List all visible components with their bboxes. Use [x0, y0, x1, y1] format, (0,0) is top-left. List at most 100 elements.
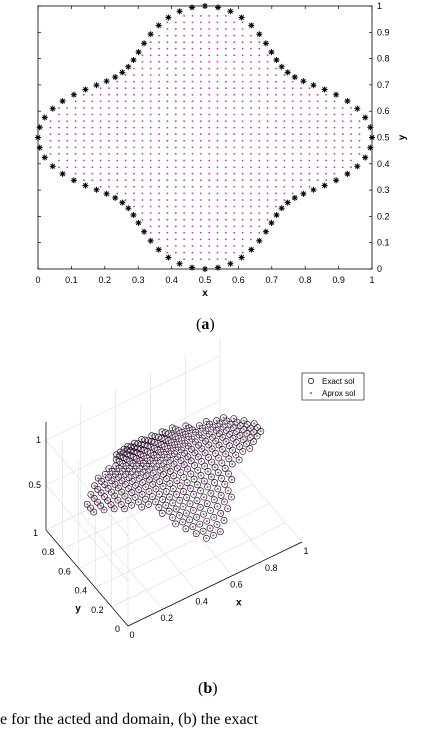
exact-point: [184, 453, 192, 461]
interior-point: [333, 159, 336, 162]
exact-point: [221, 464, 229, 472]
interior-point: [308, 153, 311, 155]
exact-point: [200, 510, 207, 518]
interior-point: [66, 146, 69, 149]
interior-point: [183, 87, 186, 90]
interior-point: [158, 100, 161, 103]
exact-point: [209, 532, 217, 539]
interior-point: [208, 245, 211, 247]
interior-point: [116, 113, 119, 116]
interior-point: [225, 100, 227, 103]
interior-point: [241, 225, 244, 228]
interior-point: [283, 80, 286, 83]
interior-point: [216, 218, 219, 221]
interior-point: [333, 113, 336, 116]
approx-point: [127, 487, 130, 490]
approx-point: [138, 477, 141, 480]
interior-point: [166, 192, 169, 195]
interior-point: [149, 185, 152, 188]
exact-point: [220, 498, 228, 506]
approx-point: [187, 445, 190, 447]
approx-point: [166, 456, 169, 459]
interior-point: [341, 113, 344, 116]
interior-point: [316, 139, 319, 142]
boundary-point: [41, 114, 48, 121]
approx-point: [180, 459, 182, 462]
exact-point: [193, 497, 201, 505]
interior-point: [141, 80, 144, 83]
interior-point: [58, 133, 60, 136]
exact-point: [172, 505, 180, 513]
exact-point: [175, 435, 182, 442]
approx-point: [171, 516, 174, 519]
x-tick-label-a: 0.9: [332, 275, 345, 285]
exact-point: [163, 463, 171, 471]
interior-point: [58, 146, 60, 149]
interior-point: [283, 185, 286, 188]
approx-point: [249, 427, 252, 430]
approx-point: [211, 436, 214, 439]
exact-point: [148, 493, 156, 500]
boundary-point: [82, 86, 89, 93]
interior-point: [325, 107, 327, 109]
interior-point: [341, 146, 344, 149]
approx-point: [208, 433, 211, 435]
interior-point: [208, 133, 211, 136]
interior-point: [174, 34, 177, 37]
y-tick-label-a: 1: [377, 1, 382, 11]
interior-point: [199, 139, 202, 142]
interior-point: [325, 133, 327, 136]
exact-point: [173, 490, 180, 498]
interior-point: [74, 159, 77, 162]
interior-point: [241, 185, 244, 188]
approx-point: [213, 498, 216, 501]
approx-point: [198, 523, 201, 526]
interior-point: [233, 61, 236, 63]
interior-point: [241, 172, 244, 175]
interior-point: [124, 126, 127, 129]
exact-point: [218, 474, 225, 482]
approx-point: [195, 516, 198, 519]
approx-point: [206, 485, 209, 488]
grid-line-b: [111, 522, 286, 608]
exact-point: [197, 457, 205, 465]
approx-point: [131, 470, 134, 473]
interior-point: [216, 15, 219, 17]
exact-point: [211, 449, 219, 457]
interior-point: [166, 218, 169, 221]
exact-point: [217, 509, 225, 517]
interior-point: [233, 126, 236, 129]
boundary-point: [125, 63, 132, 70]
exact-point: [145, 476, 153, 484]
legend-box: [301, 372, 365, 401]
interior-point: [266, 100, 269, 103]
interior-point: [149, 133, 152, 136]
interior-point: [91, 153, 94, 155]
interior-point: [308, 185, 311, 188]
exact-point: [243, 440, 250, 448]
interior-point: [241, 126, 244, 129]
interior-point: [191, 192, 194, 195]
interior-point: [250, 34, 252, 37]
interior-point: [250, 218, 252, 221]
boundary-point: [49, 105, 56, 112]
interior-point: [250, 192, 252, 195]
exact-point: [97, 502, 105, 510]
approx-point: [141, 481, 144, 484]
interior-point: [275, 74, 277, 76]
exact-point: [123, 450, 131, 458]
exact-point: [182, 509, 190, 517]
interior-point: [49, 146, 52, 149]
approx-point: [245, 432, 248, 435]
interior-point: [183, 15, 186, 17]
interior-point: [124, 100, 127, 103]
boundary-point: [155, 246, 162, 253]
interior-point: [141, 166, 144, 169]
interior-point: [174, 153, 177, 155]
boundary-point: [112, 74, 119, 81]
interior-point: [183, 100, 186, 103]
interior-point: [258, 41, 261, 44]
interior-point: [250, 100, 252, 103]
interior-point: [99, 159, 102, 162]
interior-point: [250, 87, 252, 90]
